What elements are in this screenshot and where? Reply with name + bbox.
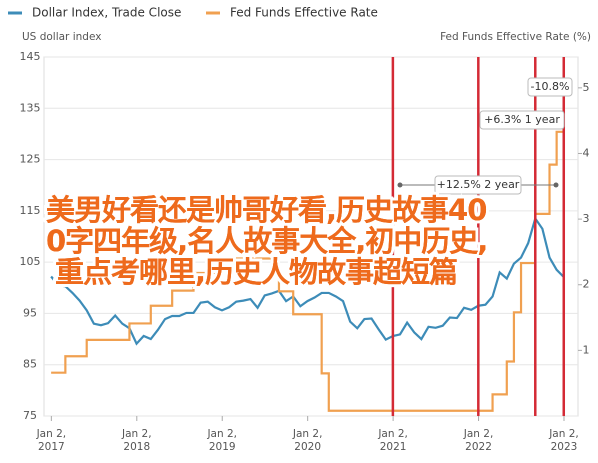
- legend-label: Fed Funds Effective Rate: [230, 6, 378, 20]
- x-tick-label: Jan 2, 2023: [549, 428, 579, 453]
- annotation: -10.8%: [531, 80, 570, 93]
- y2-tick-label: 5: [583, 81, 590, 94]
- x-tick-label: Jan 2, 2017: [36, 428, 67, 453]
- overlay-text-outline: 美男好看还是帅哥好看,历史故事40: [43, 190, 490, 230]
- y2-tick-label: 4: [583, 146, 590, 159]
- annotation-box: [527, 77, 573, 97]
- overlay-text-outline: 重点考哪里,历史人物故事超短篇: [52, 252, 461, 292]
- y-axis-title: US dollar index: [22, 31, 101, 43]
- y-tick-label: 75: [23, 409, 37, 422]
- y2-tick-label: 1: [583, 343, 590, 356]
- x-tick-label: Jan 2, 2022: [463, 428, 494, 453]
- legend-label: Dollar Index, Trade Close: [32, 6, 181, 20]
- x-tick-label: Jan 2, 2021: [378, 428, 408, 453]
- overlay-text: 0字四年级,名人故事大全,初中历史,: [46, 224, 488, 258]
- annotation: +12.5% 2 year: [437, 178, 520, 191]
- y-tick-label: 85: [23, 358, 37, 371]
- x-tick-label: Jan 2, 2020: [292, 428, 323, 453]
- y-tick-label: 105: [20, 255, 41, 268]
- overlay-text: 美男好看还是帅哥好看,历史故事40: [46, 193, 487, 227]
- x-tick-label: Jan 2, 2018: [122, 428, 152, 453]
- y-tick-label: 145: [20, 50, 41, 63]
- y-tick-label: 135: [20, 101, 41, 114]
- y2-tick-label: 2: [583, 278, 590, 291]
- y-tick-label: 95: [23, 306, 37, 319]
- annotation: +6.3% 1 year: [484, 113, 560, 126]
- y-tick-label: 115: [20, 204, 41, 217]
- range-dot: [553, 182, 559, 188]
- y2-tick-label: 3: [583, 212, 590, 225]
- y2-axis-title: Fed Funds Effective Rate (%): [440, 31, 591, 43]
- annotation-box: [434, 175, 522, 195]
- overlay-text-outline: 0字四年级,名人故事大全,初中历史,: [43, 221, 491, 261]
- annotation-box: [479, 110, 565, 130]
- range-dot: [397, 182, 403, 188]
- overlay-text: 重点考哪里,历史人物故事超短篇: [55, 255, 458, 289]
- series-line: [51, 130, 564, 412]
- y-tick-label: 125: [20, 153, 41, 166]
- x-tick-label: Jan 2, 2019: [207, 428, 237, 453]
